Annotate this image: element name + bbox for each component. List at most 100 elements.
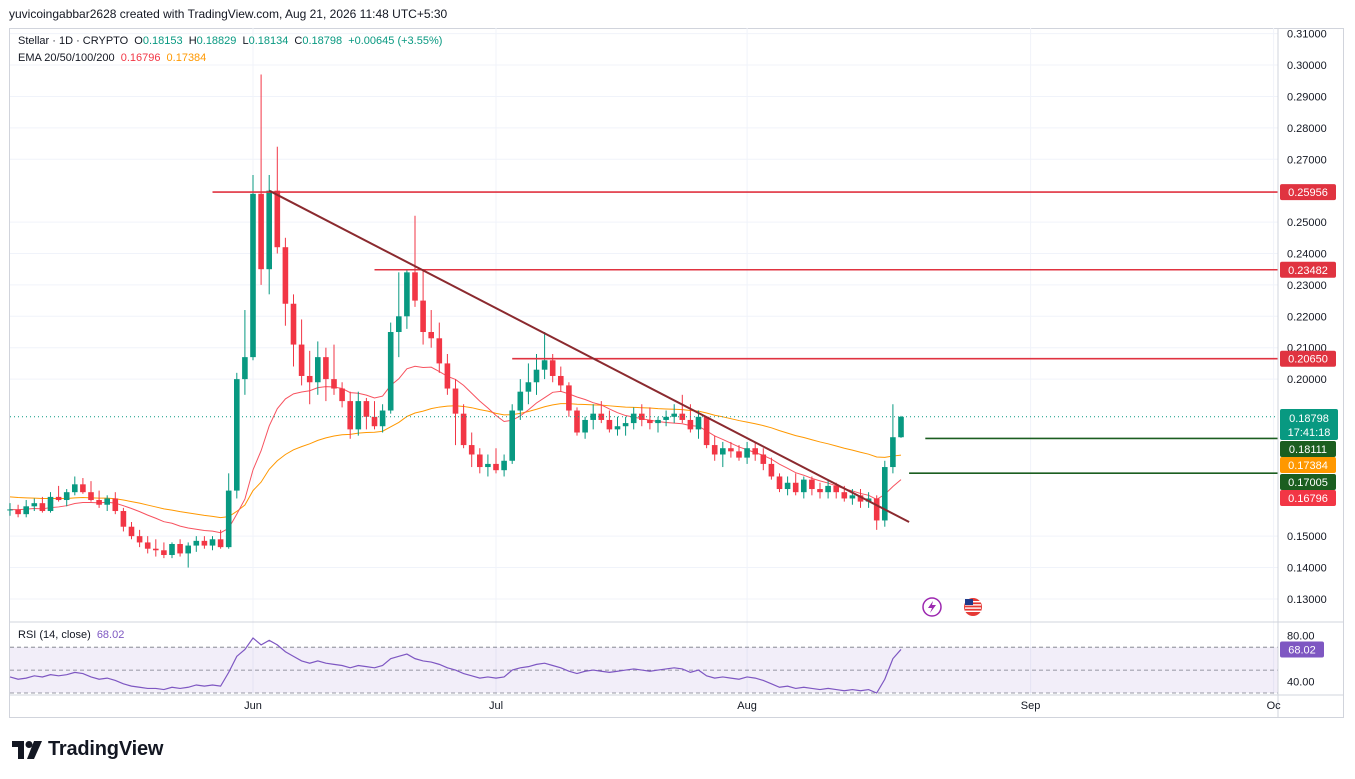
ema-slow-value: 0.17384 — [166, 52, 207, 64]
candle-body — [857, 495, 864, 502]
price-tick-label: 0.30000 — [1287, 60, 1327, 72]
rsi-value: 68.02 — [96, 629, 125, 641]
candle-body — [711, 445, 718, 455]
candle-body — [744, 448, 750, 458]
candle-body — [96, 500, 102, 505]
price-tick-label: 0.22000 — [1287, 311, 1327, 323]
candles — [7, 74, 904, 568]
candle-body — [396, 316, 402, 333]
candle-body — [582, 419, 588, 433]
time-tick-label: Oc — [1267, 700, 1282, 712]
resistance-tag-label: 0.25956 — [1288, 187, 1328, 199]
candle-body — [217, 539, 224, 548]
price-tags: 0.25956 0.23482 0.20650 0.18111 0.17384 0.170… — [1280, 184, 1338, 506]
candle-body — [128, 526, 135, 537]
descending-trendline — [268, 189, 910, 523]
candle-body — [266, 190, 272, 270]
candle-body — [752, 448, 758, 455]
low-label: L — [242, 35, 249, 47]
candle-body — [428, 332, 434, 339]
candle-body — [379, 410, 386, 427]
candle-body — [760, 454, 767, 464]
candle-body — [290, 303, 297, 345]
candle-body — [412, 272, 418, 301]
candle-body — [639, 413, 645, 420]
countdown-label: 17:41:18 — [1288, 427, 1331, 439]
price-tag-label: 0.18111 — [1289, 444, 1327, 456]
price-axis: 0.31000 0.30000 0.29000 0.28000 0.27000 0.250… — [10, 28, 1344, 718]
us-flag-icon — [964, 598, 982, 616]
price-tag-box — [1280, 490, 1336, 506]
rsi-tick-label: 80.00 — [1287, 631, 1315, 643]
price-tag-label: 0.17005 — [1288, 477, 1328, 489]
candle-body — [63, 492, 70, 501]
candle-body — [671, 413, 677, 417]
candle-body — [169, 543, 175, 555]
open-value: 0.18153 — [142, 35, 183, 47]
candle-body — [477, 454, 483, 468]
candle-body — [420, 300, 426, 333]
candle-body — [882, 467, 888, 521]
tradingview-logo[interactable]: TradingView — [12, 738, 163, 761]
candle-body — [274, 190, 281, 248]
high-label: H — [188, 35, 197, 47]
candle-body — [558, 375, 564, 386]
candle-body — [509, 410, 515, 461]
candle-body — [574, 410, 580, 433]
candle-body — [7, 509, 13, 511]
time-tick-label: Aug — [737, 700, 757, 712]
candle-body — [663, 416, 669, 420]
candle-body — [541, 360, 548, 370]
candle-body — [444, 363, 451, 389]
candle-body — [80, 484, 86, 493]
price-tick-label: 0.23000 — [1287, 280, 1327, 292]
candle-body — [250, 193, 256, 358]
candle-body — [339, 388, 345, 402]
candle-body — [23, 506, 29, 515]
candle-body — [703, 416, 710, 446]
low-value: 0.18134 — [248, 35, 289, 47]
candle-body — [801, 479, 807, 493]
ema-fast-value: 0.16796 — [120, 52, 161, 64]
chart-caption: yuvicoingabbar2628 created with TradingV… — [9, 7, 448, 21]
rsi-value-tag — [1280, 641, 1324, 658]
rsi-value-tag-label: 68.02 — [1288, 644, 1316, 656]
candle-body — [298, 344, 305, 376]
resistance-tag-box — [1280, 184, 1336, 201]
grid — [10, 28, 1278, 695]
chart-frame[interactable] — [9, 28, 1344, 718]
candle-body — [776, 476, 783, 490]
candle-body — [606, 419, 613, 430]
trendline — [268, 189, 910, 523]
price-tick-label: 0.14000 — [1287, 563, 1327, 575]
candle-body — [549, 360, 556, 376]
candle-body — [363, 401, 370, 417]
candle-body — [47, 496, 54, 512]
rsi-label[interactable]: RSI (14, close) — [18, 629, 91, 641]
candle-body — [258, 193, 264, 270]
candle-body — [225, 490, 232, 548]
candle-body — [193, 540, 200, 546]
flag-stripe — [965, 607, 981, 609]
candle-body — [452, 388, 459, 414]
price-tick-label: 0.28000 — [1287, 123, 1327, 135]
rsi-legend: RSI (14, close) 68.02 — [18, 629, 127, 641]
candle-body — [55, 496, 62, 501]
candle-body — [647, 419, 653, 424]
candle-body — [209, 539, 216, 546]
candle-body — [833, 485, 839, 493]
candle-body — [15, 509, 21, 515]
last-price-tag-label: 0.18798 — [1289, 413, 1329, 425]
candle-body — [525, 382, 532, 392]
candle-body — [347, 401, 353, 430]
price-tag-box — [1280, 457, 1336, 473]
candle-body — [687, 419, 694, 430]
high-value: 0.18829 — [196, 35, 237, 47]
candle-body — [144, 542, 151, 549]
candle-body — [315, 357, 321, 383]
symbol-label[interactable]: Stellar · 1D · CRYPTO — [18, 35, 129, 47]
close-label: C — [294, 35, 303, 47]
candle-body — [614, 426, 621, 430]
ema-label[interactable]: EMA 20/50/100/200 — [18, 52, 115, 64]
